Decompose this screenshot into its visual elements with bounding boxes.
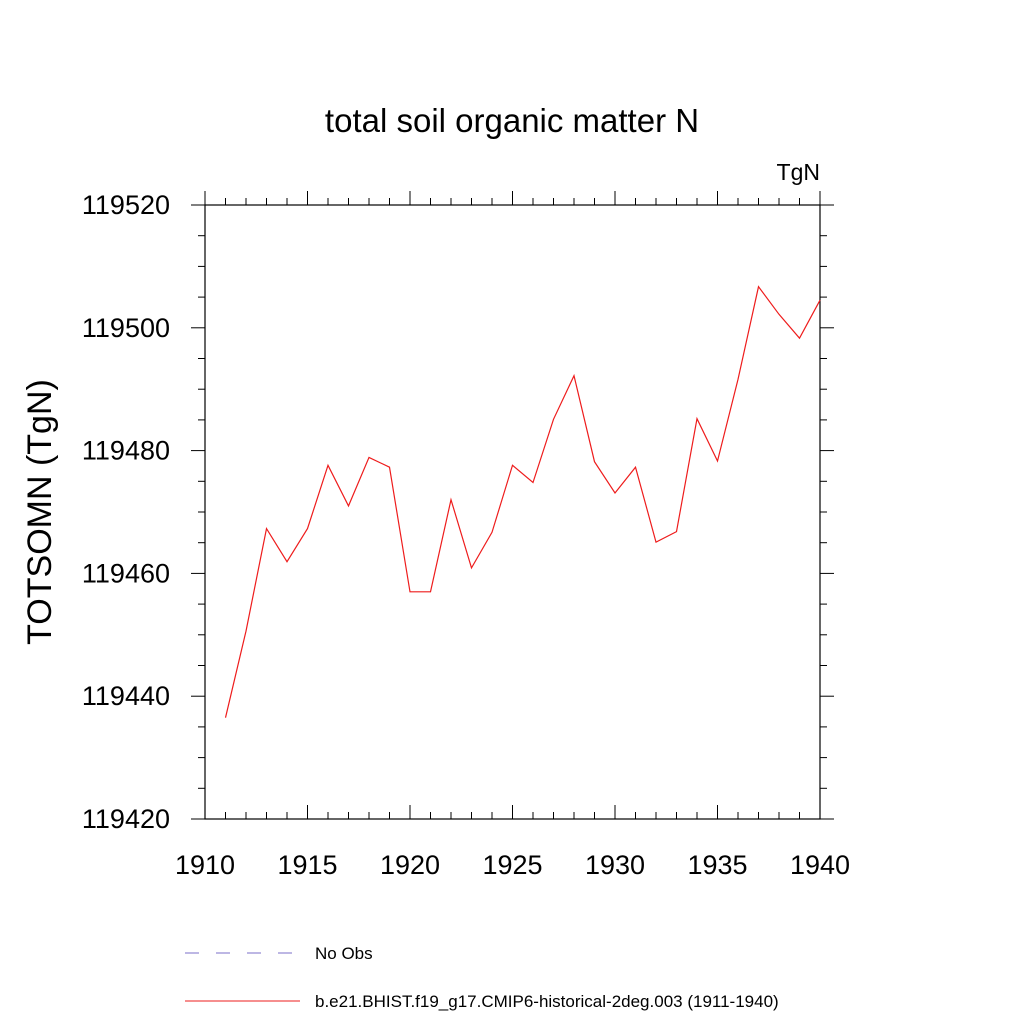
y-tick-label: 119500 [82, 313, 170, 343]
chart-title: total soil organic matter N [325, 102, 699, 139]
axis-tick-labels: 1910 1915 1920 1925 1930 1935 1940 119420 119440… [82, 190, 850, 880]
x-tick-label: 1935 [687, 850, 747, 880]
y-tick-label: 119520 [82, 190, 170, 220]
x-tick-label: 1910 [175, 850, 235, 880]
legend: No Obs b.e21.BHIST.f19_g17.CMIP6-historic… [185, 944, 779, 1011]
x-tick-label: 1915 [277, 850, 337, 880]
legend-label: No Obs [315, 944, 373, 963]
axis-ticks [191, 191, 834, 820]
x-tick-label: 1925 [482, 850, 542, 880]
plot-frame [204, 204, 821, 820]
y-tick-label: 119480 [82, 436, 170, 466]
y-tick-label: 119460 [82, 558, 170, 588]
x-tick-label: 1930 [585, 850, 645, 880]
series-lines [224, 285, 821, 718]
y-axis-label: TOTSOMN (TgN) [21, 379, 59, 645]
units-label: TgN [777, 159, 820, 185]
y-tick-label: 119420 [82, 804, 170, 834]
y-tick-label: 119440 [82, 681, 170, 711]
legend-label: b.e21.BHIST.f19_g17.CMIP6-historical-2de… [315, 992, 779, 1011]
x-tick-label: 1940 [790, 850, 850, 880]
series-line [224, 285, 821, 718]
x-tick-label: 1920 [380, 850, 440, 880]
